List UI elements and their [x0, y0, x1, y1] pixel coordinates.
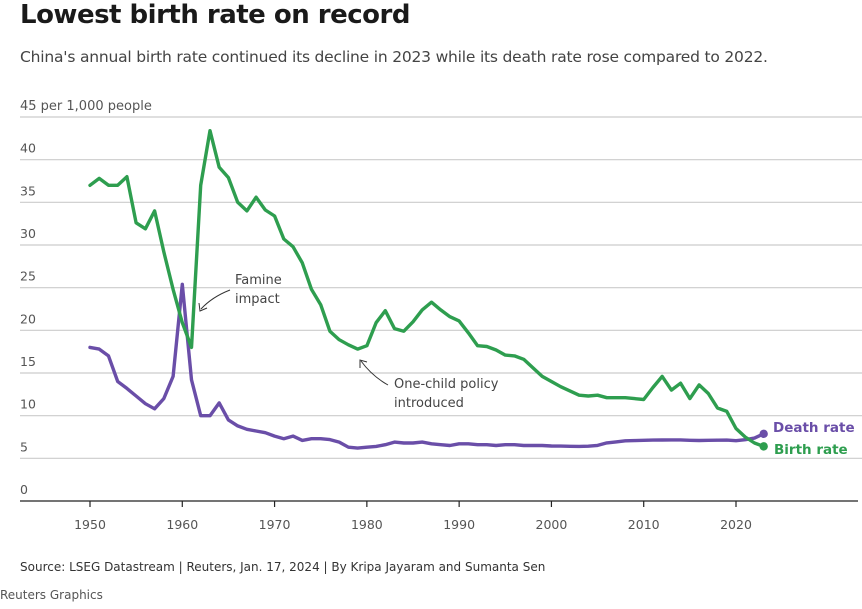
annotations: Famine impact One-child policy introduce… [198, 273, 499, 411]
x-tick-label-2000: 2000 [536, 517, 568, 532]
source-note: Source: LSEG Datastream | Reuters, Jan. … [20, 560, 546, 574]
death-rate-end-point [759, 429, 768, 439]
annotation-onechild-line2: introduced [394, 396, 464, 411]
annotation-onechild-line1: One-child policy [394, 377, 499, 392]
y-tick-label-0: 0 [20, 482, 28, 497]
chart-title: Lowest birth rate on record [20, 0, 410, 30]
birth-rate-line [88, 128, 766, 449]
annotation-famine-line1: Famine [235, 273, 282, 288]
x-tick-label-2010: 2010 [628, 517, 660, 532]
y-axis-tick-labels: 0 5 10 15 20 25 30 35 40 45 per 1,000 people [20, 99, 152, 497]
y-tick-label-25: 25 [20, 269, 36, 284]
birth-rate-label: Birth rate [774, 442, 848, 458]
y-tick-label-45: 45 per 1,000 people [20, 99, 152, 114]
x-tick-label-2020: 2020 [720, 517, 752, 532]
x-tick-label-1950: 1950 [74, 517, 106, 532]
birth-rate-end-point [759, 442, 768, 451]
series-lines [88, 128, 768, 451]
annotation-onechild-arrow [360, 360, 389, 386]
annotation-onechild-arrowhead [359, 359, 368, 368]
y-tick-label-35: 35 [20, 183, 36, 198]
annotation-famine-line2: impact [235, 292, 280, 307]
annotation-famine-arrow [200, 289, 231, 310]
death-rate-label: Death rate [773, 420, 855, 436]
x-tick-label-1990: 1990 [443, 517, 475, 532]
gridlines [20, 116, 862, 459]
x-tick-label-1960: 1960 [166, 517, 198, 532]
x-tick-label-1980: 1980 [351, 517, 383, 532]
y-tick-label-5: 5 [20, 439, 28, 454]
chart-subtitle: China's annual birth rate continued its … [20, 48, 768, 66]
y-tick-label-10: 10 [20, 397, 36, 412]
y-tick-label-40: 40 [20, 141, 36, 156]
series-labels: Death rate Birth rate [773, 420, 855, 458]
y-tick-label-20: 20 [20, 311, 36, 326]
credit-note: Reuters Graphics [0, 588, 103, 602]
x-axis: 1950 1960 1970 1980 1990 2000 2010 2020 [20, 500, 858, 532]
y-tick-label-30: 30 [20, 226, 36, 241]
annotation-famine-arrowhead [198, 302, 208, 312]
y-tick-label-15: 15 [20, 354, 36, 369]
death-rate-line [88, 282, 766, 450]
x-tick-label-1970: 1970 [259, 517, 291, 532]
